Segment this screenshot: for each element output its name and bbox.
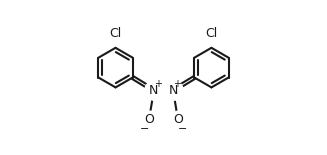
Text: N: N <box>168 84 178 97</box>
Text: +: + <box>173 79 181 89</box>
Text: N: N <box>149 84 159 97</box>
Text: −: − <box>178 124 187 134</box>
Text: +: + <box>154 79 162 89</box>
Text: O: O <box>144 113 154 126</box>
Text: Cl: Cl <box>205 27 217 40</box>
Text: −: − <box>140 124 149 134</box>
Text: Cl: Cl <box>110 27 122 40</box>
Text: O: O <box>173 113 183 126</box>
